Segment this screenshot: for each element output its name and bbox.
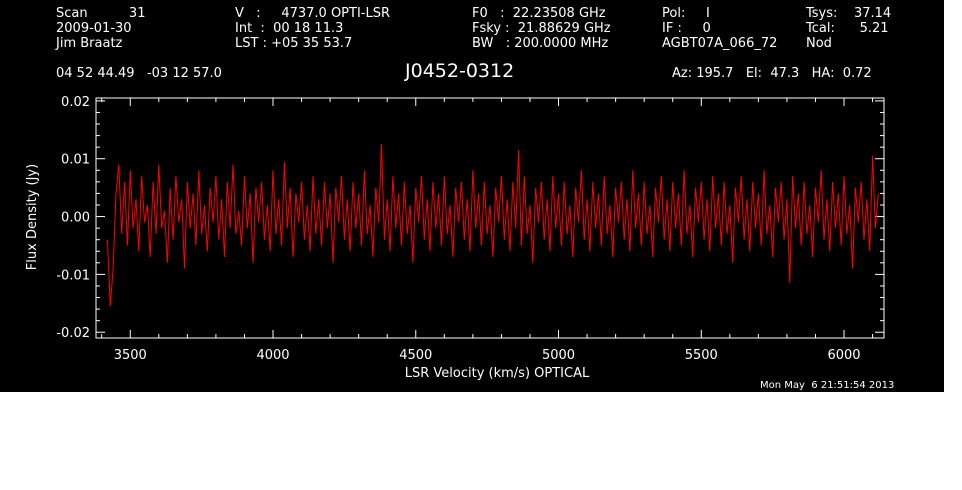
plot-timestamp: Mon May 6 21:51:54 2013 [760,380,895,391]
tsys-value: Tsys: 37.14 [806,6,892,21]
x-tick-label: 4000 [256,348,289,363]
sky-frequency: Fsky : 21.88629 GHz [472,21,611,36]
plot-canvas: 3500 4000 4500 5000 5500 6000 -0.02 -0.01 0.00 0.… [0,0,944,392]
x-tick-label: 4500 [399,348,432,363]
flux-series-line [106,144,879,307]
x-tick-label: 3500 [114,348,147,363]
y-tick-label: 0.00 [61,211,90,226]
if-number: IF : 0 [662,21,711,36]
y-tick-label: -0.02 [56,326,90,341]
bandwidth: BW : 200.0000 MHz [472,36,609,51]
y-tick-label: 0.01 [61,153,90,168]
observing-mode: Nod [806,36,832,51]
y-tick-label: 0.02 [61,95,90,110]
lst-value: LST : +05 35 53.7 [235,36,353,51]
x-axis-label: LSR Velocity (km/s) OPTICAL [405,366,590,381]
source-title: J0452-0312 [405,60,515,82]
az-el-ha: Az: 195.7 El: 47.3 HA: 0.72 [672,66,872,81]
series-layer [106,144,879,307]
plot-frame [95,97,885,339]
velocity-value: V : 4737.0 OPTI-LSR [235,6,391,21]
polarization: Pol: I [662,6,710,21]
project-id: AGBT07A_066_72 [662,36,778,51]
x-tick-label: 6000 [827,348,860,363]
integration-time: Int : 00 18 11.3 [235,21,344,36]
observer-name: Jim Braatz [56,36,123,51]
source-coordinates: 04 52 44.49 -03 12 57.0 [56,66,222,81]
y-tick-label: -0.01 [56,268,90,283]
x-tick-label: 5500 [685,348,718,363]
y-axis-label: Flux Density (Jy) [25,164,40,270]
rest-frequency: F0 : 22.23508 GHz [472,6,606,21]
tcal-value: Tcal: 5.21 [806,21,889,36]
axes: 3500 4000 4500 5000 5500 6000 -0.02 -0.01 0.00 0.… [56,95,885,363]
x-tick-label: 5000 [542,348,575,363]
observation-date: 2009-01-30 [56,21,132,36]
scan-number: Scan 31 [56,6,146,21]
